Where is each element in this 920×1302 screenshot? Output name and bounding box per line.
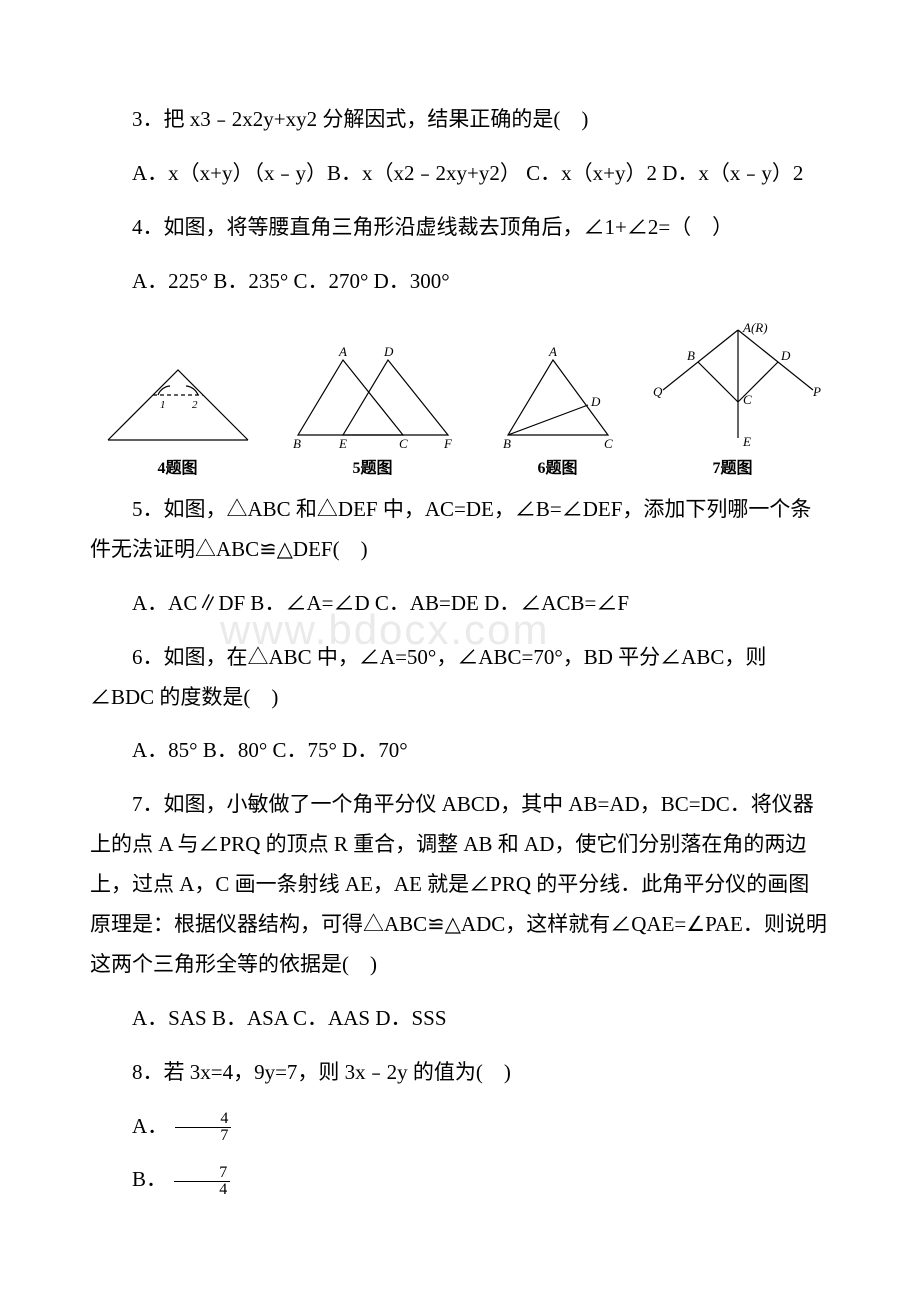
svg-text:Q: Q [653,384,663,399]
svg-text:1: 1 [160,399,166,411]
page-content: 3．把 x3﹣2x2y+xy2 分解因式，结果正确的是( ) A．x（x+y）（… [90,100,830,1200]
q4-options: A．225° B．235° C．270° D．300° [90,262,830,302]
svg-text:P: P [812,384,821,399]
fig6-caption: 6题图 [488,454,628,484]
q5-stem: 5．如图，△ABC 和△DEF 中，AC=DE，∠B=∠DEF，添加下列哪一个条… [90,490,830,570]
fig4-cell: 1 2 4题图 [98,350,258,484]
svg-text:E: E [742,434,751,449]
label-AR: A(R) [742,320,768,335]
svg-text:A: A [338,344,347,359]
fig7-cell: A(R) B D Q P C E 7题图 [643,320,823,484]
svg-text:B: B [503,436,511,450]
q3-stem: 3．把 x3﹣2x2y+xy2 分解因式，结果正确的是( ) [90,100,830,140]
svg-text:A: A [548,344,557,359]
svg-text:C: C [604,436,613,450]
figure-row: 1 2 4题图 A D B E C F 5题图 [90,320,830,484]
svg-text:D: D [590,394,601,409]
svg-text:D: D [383,344,394,359]
fig4-svg: 1 2 [98,350,258,450]
fig6-svg: A D B C [488,340,628,450]
q7-options: A．SAS B．ASA C．AAS D．SSS [90,999,830,1039]
q5-options: A．AC∥DF B．∠A=∠D C．AB=DE D．∠ACB=∠F [90,584,830,624]
fig7-caption: 7题图 [643,454,823,484]
q8-optB-frac: 7 4 [174,1165,230,1198]
q8-optB: B． 7 4 [90,1160,830,1200]
q4-stem: 4．如图，将等腰直角三角形沿虚线裁去顶角后，∠1+∠2=（ ） [90,208,830,248]
q6-stem: 6．如图，在△ABC 中，∠A=50°，∠ABC=70°，BD 平分∠ABC，则… [90,638,830,718]
fig5-svg: A D B E C F [273,340,473,450]
q7-stem: 7．如图，小敏做了一个角平分仪 ABCD，其中 AB=AD，BC=DC．将仪器上… [90,785,830,984]
svg-text:E: E [338,436,347,450]
q8-optB-num: 7 [174,1165,230,1182]
q8-optB-den: 4 [174,1182,230,1198]
fig6-cell: A D B C 6题图 [488,340,628,484]
svg-text:C: C [399,436,408,450]
q3-options: A．x（x+y）（x﹣y）B．x（x2﹣2xy+y2） C．x（x+y）2 D．… [90,154,830,194]
svg-text:B: B [293,436,301,450]
fig4-caption: 4题图 [98,454,258,484]
svg-text:F: F [443,436,453,450]
fig5-cell: A D B E C F 5题图 [273,340,473,484]
q8-optA-label: A． [132,1114,168,1138]
svg-text:B: B [687,348,695,363]
q8-stem: 8．若 3x=4，9y=7，则 3x﹣2y 的值为( ) [90,1053,830,1093]
q8-optB-label: B． [132,1167,167,1191]
svg-text:C: C [743,392,752,407]
fig5-caption: 5题图 [273,454,473,484]
svg-text:D: D [780,348,791,363]
q8-optA-den: 7 [175,1128,231,1144]
q8-optA-frac: 4 7 [175,1111,231,1144]
fig7-svg: A(R) B D Q P C E [643,320,823,450]
q6-options: A．85° B．80° C．75° D．70° [90,731,830,771]
q8-optA-num: 4 [175,1111,231,1128]
q8-optA: A． 4 7 [90,1107,830,1147]
svg-text:2: 2 [192,399,198,411]
